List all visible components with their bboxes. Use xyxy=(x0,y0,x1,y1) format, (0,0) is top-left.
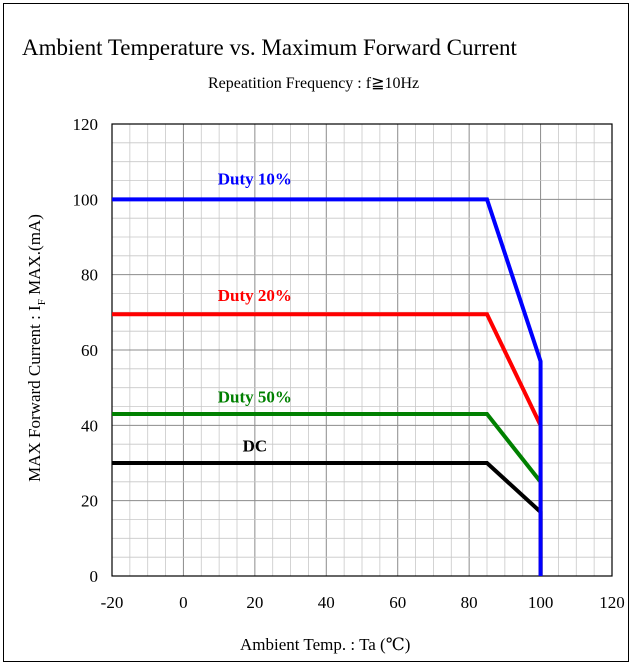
y-tick-label: 0 xyxy=(90,567,99,586)
series-lines xyxy=(112,197,543,576)
y-tick-label: 20 xyxy=(81,492,98,511)
x-tick-label: -20 xyxy=(101,593,124,612)
x-tick-label: 0 xyxy=(179,593,188,612)
x-axis-label: Ambient Temp. : Ta (℃) xyxy=(240,635,410,654)
chart-frame xyxy=(3,3,629,662)
y-tick-label: 40 xyxy=(81,416,98,435)
chart-subtitle: Repeatition Frequency : f≧10Hz xyxy=(208,75,419,92)
x-tick-label: 100 xyxy=(528,593,554,612)
series-label: Duty 20% xyxy=(218,286,292,305)
x-tick-label: 20 xyxy=(246,593,263,612)
series-labels: Duty 10% Duty 20% Duty 50% DC xyxy=(218,169,292,455)
x-tick-label: 40 xyxy=(318,593,335,612)
y-tick-label: 80 xyxy=(81,266,98,285)
plot-area-border xyxy=(111,123,613,577)
series-line-duty-10 xyxy=(112,197,543,576)
y-tick-label: 60 xyxy=(81,341,98,360)
chart-title: Ambient Temperature vs. Maximum Forward … xyxy=(22,35,518,60)
x-tick-label: 60 xyxy=(389,593,406,612)
y-tick-labels: 0 20 40 60 80 100 120 xyxy=(73,115,99,586)
y-axis-label: MAX Forward Current : IF MAX.(mA) xyxy=(25,214,48,482)
series-label: DC xyxy=(243,437,268,456)
x-tick-label: 80 xyxy=(461,593,478,612)
y-tick-label: 100 xyxy=(73,190,99,209)
y-tick-label: 120 xyxy=(73,115,99,134)
series-label: Duty 10% xyxy=(218,169,292,188)
series-label: Duty 50% xyxy=(218,388,292,407)
x-tick-label: 120 xyxy=(599,593,625,612)
x-tick-labels: -20 0 20 40 60 80 100 120 xyxy=(101,593,625,612)
